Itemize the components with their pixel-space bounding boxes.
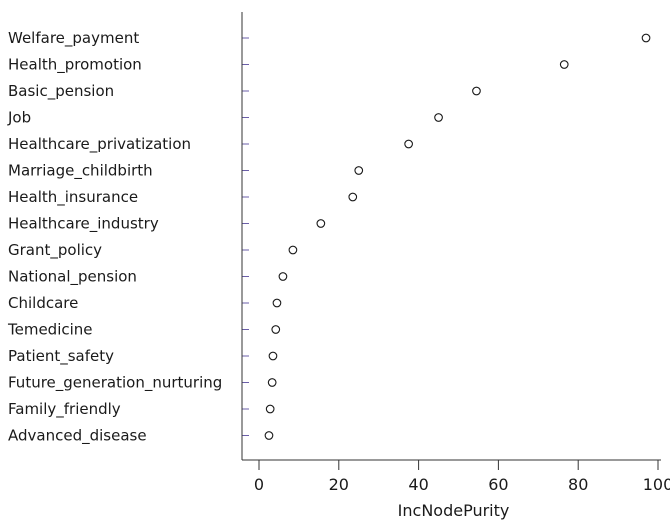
category-label: Advanced_disease	[8, 427, 147, 446]
category-label: Grant_policy	[8, 241, 102, 260]
data-point	[288, 245, 298, 255]
data-point	[559, 60, 569, 69]
category-label: Healthcare_industry	[8, 215, 159, 234]
category-label: Healthcare_privatization	[8, 135, 191, 154]
category-label: Family_friendly	[8, 400, 121, 419]
category-labels: Welfare_payment Health_promotion Basic_pen…	[7, 29, 222, 446]
data-point	[264, 431, 274, 440]
data-points	[264, 33, 651, 440]
data-point	[348, 192, 358, 202]
data-point	[272, 298, 282, 308]
category-label: Future_generation_nurturing	[8, 374, 222, 393]
category-label: Childcare	[8, 294, 78, 312]
category-label: Temedicine	[7, 321, 93, 339]
x-tick-label: 40	[408, 475, 428, 494]
data-point	[354, 166, 364, 175]
x-tick-label: 100	[643, 475, 670, 494]
category-label: Job	[7, 109, 31, 127]
data-point	[265, 404, 275, 414]
data-point	[268, 351, 278, 361]
axes	[241, 12, 661, 461]
data-point	[404, 139, 413, 149]
category-label: Basic_pension	[8, 82, 114, 101]
data-point	[278, 272, 288, 281]
data-point	[641, 33, 651, 43]
category-label: Welfare_payment	[8, 29, 139, 48]
x-tick-label: 20	[329, 475, 349, 494]
x-tick-label: 80	[568, 475, 588, 494]
category-label: Patient_safety	[8, 347, 114, 366]
x-axis-title: IncNodePurity	[398, 501, 510, 520]
data-point	[271, 325, 281, 334]
data-point	[434, 113, 443, 122]
x-tick-label: 0	[254, 475, 264, 494]
data-point	[316, 219, 326, 228]
data-point	[472, 86, 481, 96]
category-label: Health_promotion	[8, 56, 142, 75]
x-ticks: 0 20 40 60 80 100	[254, 460, 670, 494]
data-point	[267, 378, 277, 387]
x-tick-label: 60	[488, 475, 508, 494]
category-label: Health_insurance	[8, 188, 138, 207]
category-label: Marriage_childbirth	[8, 162, 153, 181]
y-tick-marks	[242, 37, 249, 436]
category-label: National_pension	[8, 268, 137, 287]
